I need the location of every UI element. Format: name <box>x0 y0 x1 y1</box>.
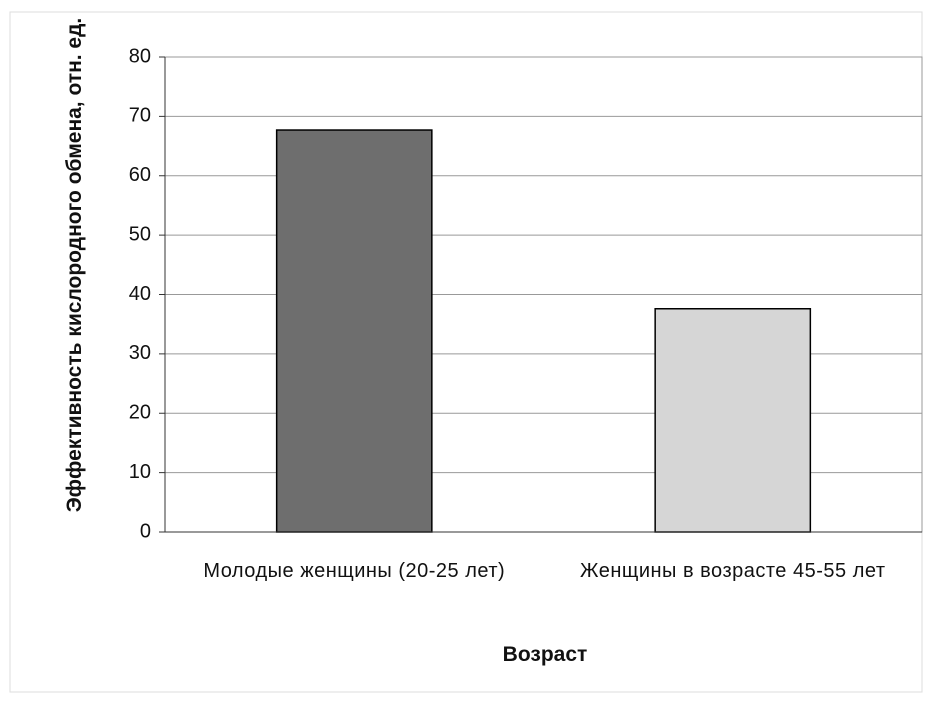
x-tick-label: Молодые женщины (20-25 лет) <box>203 560 506 582</box>
x-axis-label: Возраст <box>502 643 588 666</box>
y-tick-label: 60 <box>129 164 151 186</box>
y-tick-label: 10 <box>129 461 151 483</box>
bar <box>654 308 812 533</box>
x-tick-label: Женщины в возрасте 45-55 лет <box>579 560 886 582</box>
y-tick-label: 30 <box>129 342 151 364</box>
y-tick-label: 70 <box>129 105 151 127</box>
bar <box>275 129 433 533</box>
y-tick-label: 80 <box>129 45 151 67</box>
y-axis-label: Эффективность кислородного обмена, отн. … <box>63 17 86 513</box>
y-tick-label: 0 <box>140 520 151 542</box>
y-tick-label: 50 <box>129 223 151 245</box>
y-tick-label: 20 <box>129 402 151 424</box>
y-tick-label: 40 <box>129 283 151 305</box>
